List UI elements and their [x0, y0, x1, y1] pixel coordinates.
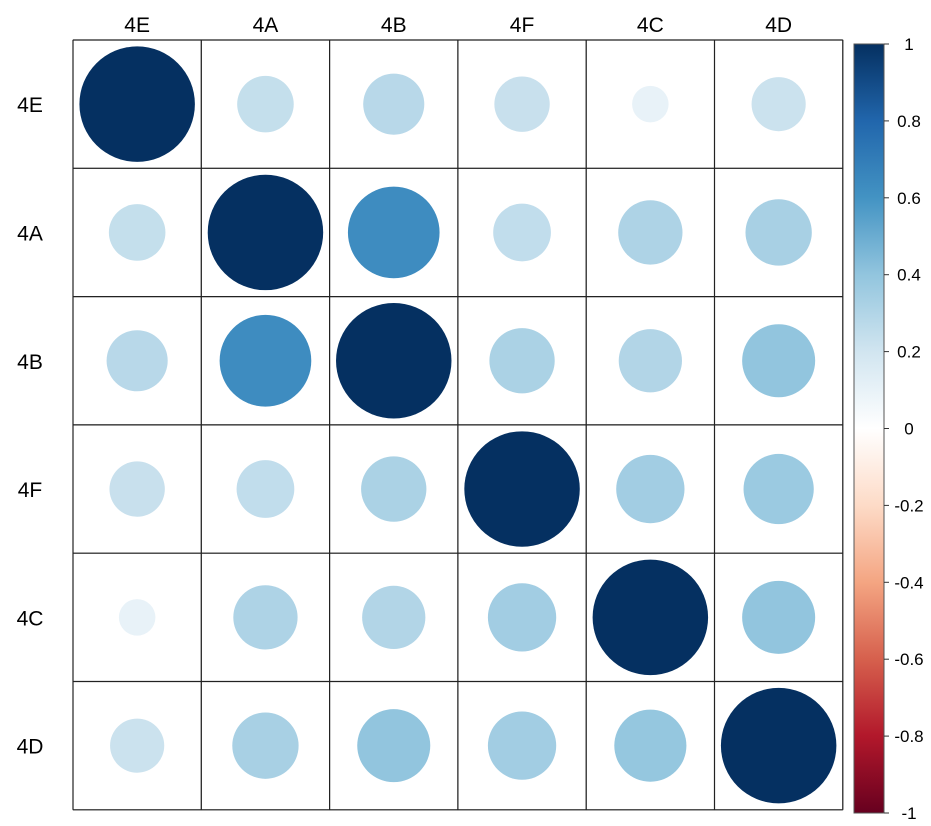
column-label: 4E	[124, 14, 150, 37]
row-label: 4A	[17, 222, 43, 245]
circle-4C-4D	[742, 580, 816, 654]
circle-4F-4B	[361, 456, 427, 522]
circle-4E-4E	[79, 46, 195, 162]
circle-4B-4F	[489, 328, 555, 394]
color-legend	[853, 43, 885, 814]
circle-4D-4E	[110, 718, 165, 773]
circle-4B-4A	[219, 314, 312, 407]
column-label: 4C	[637, 14, 664, 37]
column-label: 4B	[381, 14, 407, 37]
row-label: 4B	[17, 351, 43, 374]
circle-4C-4C	[592, 559, 709, 676]
circle-4E-4D	[751, 77, 806, 132]
column-label: 4A	[253, 14, 279, 37]
circle-4C-4F	[487, 583, 557, 652]
colorbar	[853, 43, 885, 814]
circle-4A-4B	[347, 186, 440, 279]
circle-4D-4C	[614, 709, 687, 782]
row-label: 4E	[17, 94, 43, 117]
circle-4D-4F	[487, 711, 557, 780]
circle-4C-4E	[118, 599, 156, 636]
colorbar-tick-label: -0.8	[894, 727, 923, 746]
circle-4A-4E	[108, 204, 166, 261]
colorbar-tick-label: 0.2	[897, 343, 921, 362]
colorbar-tick-label: -0.4	[894, 573, 923, 592]
circle-4C-4A	[233, 585, 298, 650]
circle-4B-4D	[742, 324, 816, 398]
colorbar-tick-label: -1	[901, 804, 916, 821]
column-label: 4F	[510, 14, 535, 37]
circle-4F-4A	[236, 460, 295, 518]
circle-marks	[72, 39, 844, 811]
circle-4D-4D	[720, 687, 837, 804]
circle-4A-4F	[493, 203, 551, 262]
row-label: 4F	[18, 479, 43, 502]
colorbar-tick-label: -0.2	[894, 496, 923, 515]
circle-4F-4C	[616, 454, 685, 524]
colorbar-tick-label: 0.4	[897, 266, 921, 285]
circle-4F-4E	[109, 461, 165, 517]
circle-4B-4E	[106, 330, 168, 392]
circle-4E-4F	[494, 76, 550, 132]
colorbar-tick-labels: 1 0.8 0.6 0.4 0.2 0 -0.2 -0.4 -0.6 -0.8 -1	[884, 35, 924, 823]
circle-4A-4D	[745, 199, 812, 266]
circle-4E-4C	[632, 85, 669, 123]
column-label: 4D	[765, 14, 792, 37]
row-labels: 4E 4A 4B 4F 4C 4D	[17, 94, 44, 759]
circle-4D-4A	[232, 712, 299, 779]
row-label: 4C	[17, 607, 44, 630]
colorbar-tick-label: 0	[904, 420, 913, 439]
circle-4F-4D	[743, 453, 814, 525]
colorbar-tick-label: 1	[904, 35, 913, 54]
colorbar-tick-label: 0.6	[897, 189, 921, 208]
colorbar-tick-label: 0.8	[897, 112, 921, 131]
circle-4B-4B	[336, 303, 452, 419]
circle-4C-4B	[362, 585, 426, 649]
row-label: 4D	[17, 736, 44, 759]
circle-4A-4A	[207, 174, 324, 291]
circle-4E-4B	[363, 73, 425, 135]
circle-4B-4C	[618, 329, 682, 393]
circle-4F-4F	[464, 431, 580, 547]
colorbar-tick-label: -0.6	[894, 650, 923, 669]
circle-4D-4B	[357, 709, 431, 783]
column-labels: 4E 4A 4B 4F 4C 4D	[124, 14, 792, 37]
circle-4A-4C	[618, 200, 683, 265]
circle-4E-4A	[237, 75, 294, 133]
